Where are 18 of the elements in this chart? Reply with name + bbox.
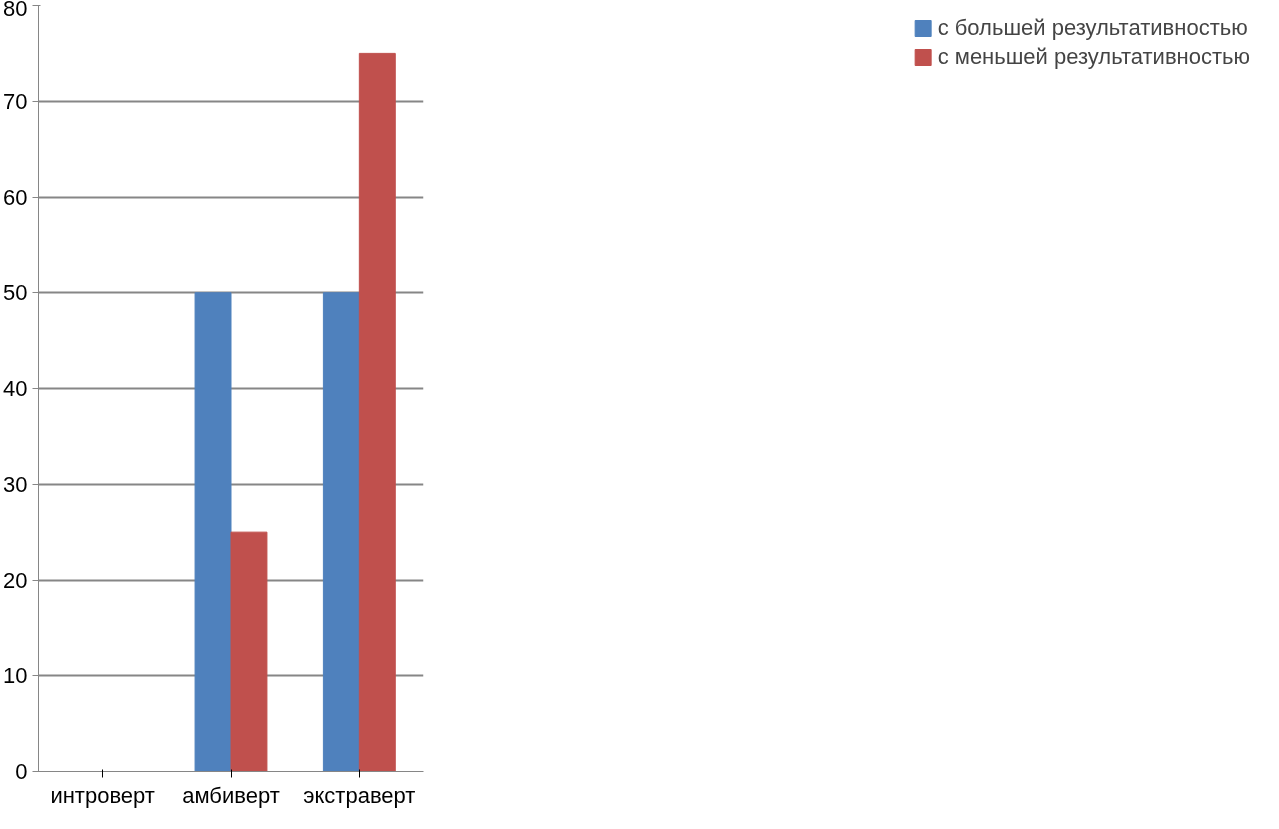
bar bbox=[322, 292, 360, 772]
x-tick-label: амбиверт bbox=[182, 782, 280, 808]
y-tick-label: 50 bbox=[3, 280, 28, 306]
x-tick-label: интроверт bbox=[50, 782, 155, 808]
y-tick-label: 0 bbox=[15, 759, 28, 784]
legend-label: с меньшей результативностью bbox=[937, 44, 1250, 70]
y-tick-label: 10 bbox=[3, 663, 28, 689]
y-tick-label: 40 bbox=[3, 376, 28, 401]
bar bbox=[358, 52, 396, 772]
legend-label: с большей результативностью bbox=[937, 15, 1248, 41]
y-tick-label: 60 bbox=[3, 184, 28, 210]
bar bbox=[194, 292, 232, 772]
y-tick-label: 70 bbox=[3, 88, 28, 114]
y-tick-label: 80 bbox=[3, 0, 28, 21]
bar bbox=[230, 531, 268, 772]
y-tick-label: 20 bbox=[3, 567, 28, 593]
y-tick-label: 30 bbox=[3, 471, 28, 497]
x-tick-label: экстраверт bbox=[303, 782, 416, 808]
